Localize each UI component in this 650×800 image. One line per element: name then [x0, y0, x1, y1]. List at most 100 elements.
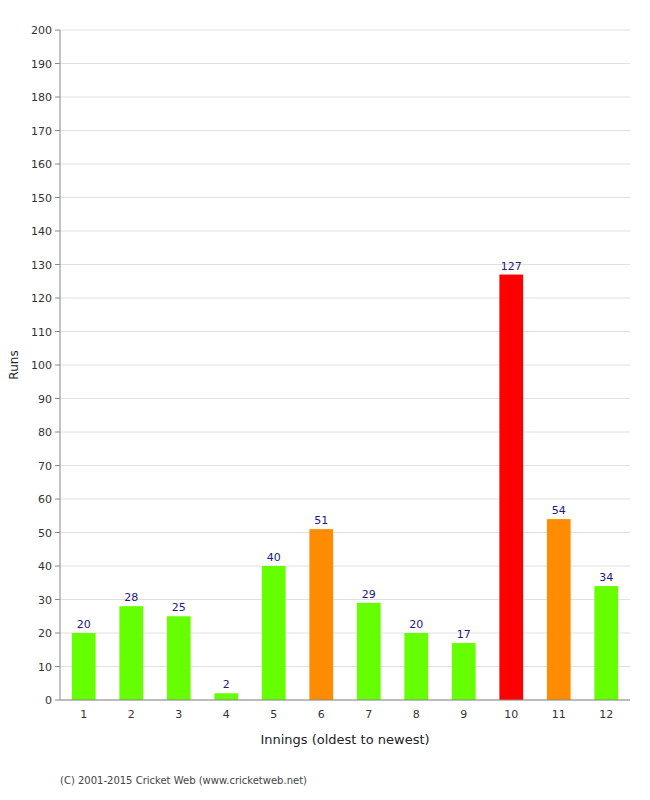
bar [72, 633, 96, 700]
data-label: 28 [124, 591, 138, 604]
y-axis-line [60, 30, 61, 700]
y-tick-label: 70 [38, 460, 52, 473]
x-tick-label: 1 [80, 708, 87, 721]
data-label: 51 [314, 514, 328, 527]
bar [214, 693, 238, 700]
y-tick [55, 97, 60, 98]
bar [262, 566, 286, 700]
grid-line [60, 97, 630, 98]
y-tick [55, 331, 60, 332]
y-tick-label: 20 [38, 627, 52, 640]
grid-line [60, 164, 630, 165]
x-axis-title: Innings (oldest to newest) [260, 732, 429, 747]
y-tick-label: 180 [31, 91, 52, 104]
y-tick [55, 264, 60, 265]
footer: (C) 2001-2015 Cricket Web (www.cricketwe… [60, 775, 307, 786]
y-tick-label: 30 [38, 594, 52, 607]
y-tick-label: 130 [31, 259, 52, 272]
y-tick [55, 465, 60, 466]
x-axis-line [60, 700, 630, 701]
bar [547, 519, 571, 700]
data-label: 2 [223, 678, 230, 691]
bar [594, 586, 618, 700]
grid-line [60, 633, 630, 634]
bar [357, 603, 381, 700]
y-tick-label: 90 [38, 393, 52, 406]
y-tick-label: 190 [31, 58, 52, 71]
y-tick [55, 700, 60, 701]
grid-line [60, 532, 630, 533]
x-tick-label: 8 [413, 708, 420, 721]
y-tick-label: 0 [45, 694, 52, 707]
grid-line [60, 365, 630, 366]
data-label: 25 [172, 601, 186, 614]
data-label: 20 [409, 618, 423, 631]
bar [309, 529, 333, 700]
x-tick-label: 5 [270, 708, 277, 721]
y-axis-title: Runs [7, 350, 21, 379]
grid-line [60, 465, 630, 466]
y-tick-label: 160 [31, 158, 52, 171]
y-tick [55, 599, 60, 600]
y-tick [55, 365, 60, 366]
bar [119, 606, 143, 700]
y-tick [55, 499, 60, 500]
bar [452, 643, 476, 700]
data-labels: 202825240512920171275434 [77, 260, 614, 692]
data-label: 127 [501, 260, 522, 273]
grid-line [60, 331, 630, 332]
y-tick-label: 10 [38, 661, 52, 674]
data-label: 54 [552, 504, 566, 517]
grid-line [60, 666, 630, 667]
y-tick-label: 110 [31, 326, 52, 339]
grid-line [60, 298, 630, 299]
y-tick [55, 566, 60, 567]
grid-line [60, 566, 630, 567]
x-tick-label: 10 [504, 708, 518, 721]
bar [404, 633, 428, 700]
y-tick [55, 432, 60, 433]
y-tick [55, 164, 60, 165]
y-tick-label: 200 [31, 24, 52, 37]
y-tick [55, 398, 60, 399]
y-tick-label: 150 [31, 192, 52, 205]
y-tick [55, 197, 60, 198]
y-tick-label: 60 [38, 493, 52, 506]
y-tick [55, 666, 60, 667]
x-tick-label: 2 [128, 708, 135, 721]
data-label: 20 [77, 618, 91, 631]
x-axis: 123456789101112 [80, 708, 613, 721]
y-tick [55, 298, 60, 299]
y-tick-label: 120 [31, 292, 52, 305]
y-tick [55, 130, 60, 131]
y-tick [55, 30, 60, 31]
y-tick-label: 50 [38, 527, 52, 540]
grid-line [60, 197, 630, 198]
grid-line [60, 130, 630, 131]
y-tick [55, 231, 60, 232]
x-tick-label: 4 [223, 708, 230, 721]
x-tick-label: 3 [175, 708, 182, 721]
grid-line [60, 499, 630, 500]
y-tick [55, 633, 60, 634]
grid-line [60, 63, 630, 64]
x-tick-label: 7 [365, 708, 372, 721]
data-label: 34 [599, 571, 613, 584]
y-tick [55, 532, 60, 533]
x-tick-label: 11 [552, 708, 566, 721]
x-tick-label: 12 [599, 708, 613, 721]
grid-line [60, 398, 630, 399]
bar [499, 275, 523, 700]
y-tick-label: 170 [31, 125, 52, 138]
grid-line [60, 599, 630, 600]
bars [72, 275, 618, 700]
grid-line [60, 231, 630, 232]
chart-svg: 0102030405060708090100110120130140150160… [0, 0, 650, 800]
data-label: 29 [362, 588, 376, 601]
grid-line [60, 30, 630, 31]
bar [167, 616, 191, 700]
grid-line [60, 432, 630, 433]
grid-line [60, 700, 630, 701]
data-label: 17 [457, 628, 471, 641]
y-tick-label: 100 [31, 359, 52, 372]
